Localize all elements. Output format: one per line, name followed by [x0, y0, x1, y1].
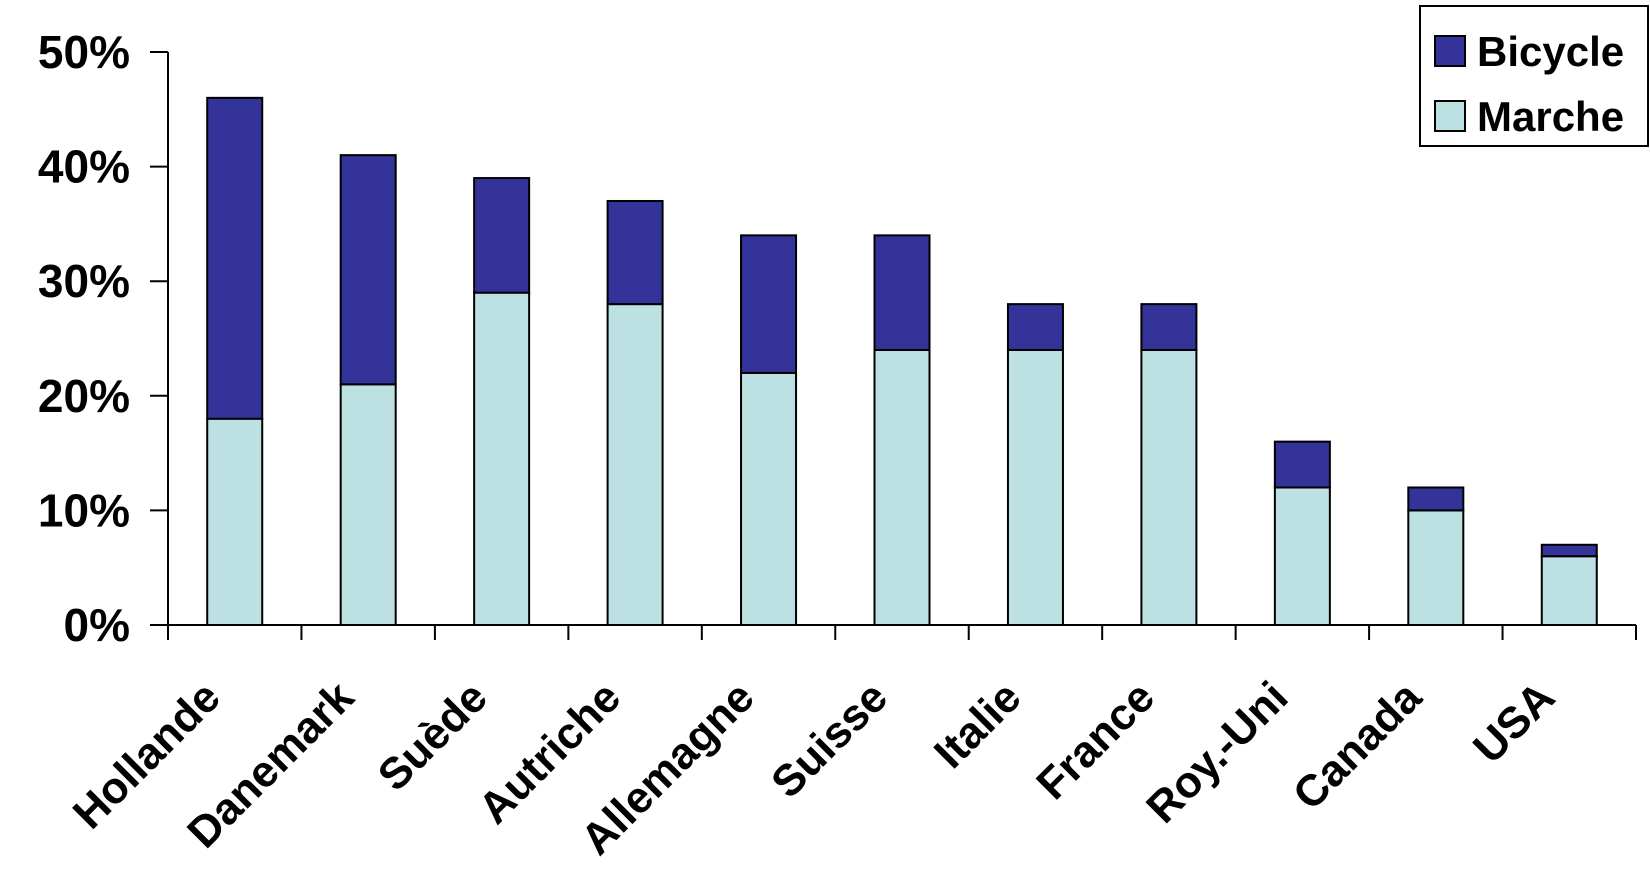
bar-marche-9 [1407, 509, 1465, 626]
bar-bicycle-1 [339, 154, 397, 386]
bar-marche-8 [1273, 486, 1331, 627]
bar-bicycle-9 [1407, 486, 1465, 512]
bar-marche-4 [740, 371, 798, 626]
bar-marche-6 [1006, 348, 1064, 626]
x-category-label-7: France [1027, 672, 1164, 809]
bar-bicycle-4 [740, 234, 798, 374]
bar-marche-5 [873, 348, 931, 626]
bar-bicycle-7 [1140, 303, 1198, 351]
bar-marche-1 [339, 383, 397, 626]
bar-bicycle-3 [606, 199, 664, 306]
bar-bicycle-0 [206, 96, 264, 420]
x-category-label-6: Italie [925, 672, 1031, 778]
legend-label-marche: Marche [1477, 93, 1624, 140]
y-tick-label-2: 20% [38, 370, 130, 422]
y-tick-label-4: 40% [38, 141, 130, 193]
x-category-label-2: Suède [369, 672, 497, 800]
x-category-label-10: USA [1464, 672, 1564, 772]
y-tick-label-0: 0% [64, 599, 130, 651]
bar-marche-7 [1140, 348, 1198, 626]
bar-bicycle-8 [1273, 440, 1331, 489]
bar-bicycle-6 [1006, 303, 1064, 351]
y-tick-label-1: 10% [38, 484, 130, 536]
legend-swatch-bicycle [1434, 35, 1466, 67]
bar-marche-0 [206, 417, 264, 626]
y-tick-label-5: 50% [38, 26, 130, 78]
legend-label-bicycle: Bicycle [1477, 28, 1624, 75]
bar-marche-3 [606, 303, 664, 626]
x-category-label-9: Canada [1284, 672, 1431, 819]
bar-bicycle-2 [473, 177, 531, 294]
y-tick-label-3: 30% [38, 255, 130, 307]
legend-swatch-marche [1434, 100, 1466, 132]
bar-bicycle-5 [873, 234, 931, 351]
bar-marche-10 [1540, 555, 1598, 626]
bars-layer [206, 96, 1598, 627]
bar-marche-2 [473, 291, 531, 626]
bar-bicycle-10 [1540, 543, 1598, 558]
x-category-label-8: Roy.-Uni [1137, 672, 1297, 832]
legend: Bicycle Marche [1419, 5, 1649, 147]
x-category-label-5: Suisse [762, 672, 897, 807]
